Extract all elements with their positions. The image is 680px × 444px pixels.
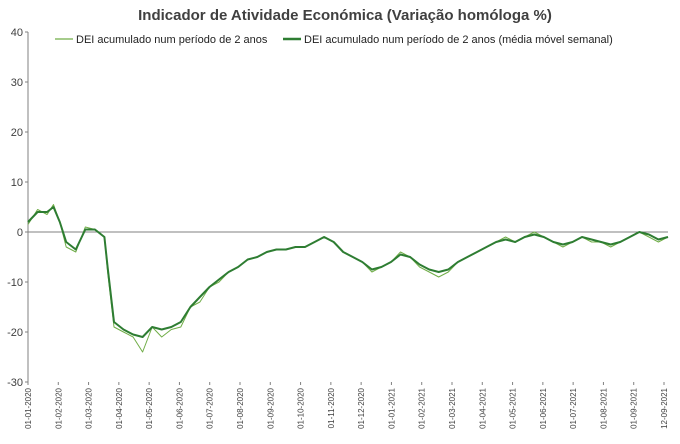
x-tick-label: 01-06-2021: [539, 387, 548, 428]
y-axis-ticks: 40 30 20 10 0 -10 -20 -30: [7, 27, 28, 389]
legend: DEI acumulado num período de 2 anos DEI …: [55, 34, 613, 46]
x-tick-label: 01-01-2021: [387, 387, 396, 428]
x-tick-label: 01-03-2020: [85, 387, 94, 428]
y-tick-label: -30: [7, 377, 23, 389]
legend-label-series-0: DEI acumulado num período de 2 anos: [76, 34, 268, 46]
y-tick-label: -20: [7, 327, 23, 339]
x-tick-label: 01-06-2020: [175, 387, 184, 428]
x-tick-label: 01-11-2020: [327, 387, 336, 428]
x-tick-label: 01-07-2021: [569, 387, 578, 428]
y-tick-label: 0: [17, 227, 23, 239]
x-tick-label: 01-08-2020: [236, 387, 245, 428]
x-tick-label: 01-09-2021: [630, 387, 639, 428]
x-tick-label: 01-05-2021: [509, 387, 518, 428]
x-axis-ticks: 01-01-2020 01-02-2020 01-03-2020 01-04-2020…: [24, 382, 669, 429]
chart-title: Indicador de Atividade Económica (Variaç…: [138, 7, 552, 24]
y-tick-label: 20: [11, 127, 23, 139]
x-tick-label: 01-04-2021: [478, 387, 487, 428]
x-tick-label: 01-01-2020: [24, 387, 33, 428]
x-tick-label: 01-02-2021: [418, 387, 427, 428]
x-tick-label: 01-02-2020: [54, 387, 63, 428]
y-tick-label: 30: [11, 77, 23, 89]
x-tick-label: 01-03-2021: [448, 387, 457, 428]
legend-label-series-1: DEI acumulado num período de 2 anos (méd…: [304, 34, 613, 46]
x-tick-label: 01-08-2021: [599, 387, 608, 428]
x-tick-label: 01-12-2020: [357, 387, 366, 428]
x-tick-label: 01-04-2020: [115, 387, 124, 428]
x-tick-label: 01-05-2020: [145, 387, 154, 428]
series-layer: [27, 204, 669, 353]
x-tick-label: 12-09-2021: [660, 387, 669, 428]
y-tick-label: -10: [7, 277, 23, 289]
x-tick-label: 01-10-2020: [297, 387, 306, 428]
y-tick-label: 40: [11, 27, 23, 39]
series-line-1: [27, 206, 669, 338]
x-tick-label: 01-09-2020: [266, 387, 275, 428]
y-tick-label: 10: [11, 177, 23, 189]
x-tick-label: 01-07-2020: [206, 387, 215, 428]
